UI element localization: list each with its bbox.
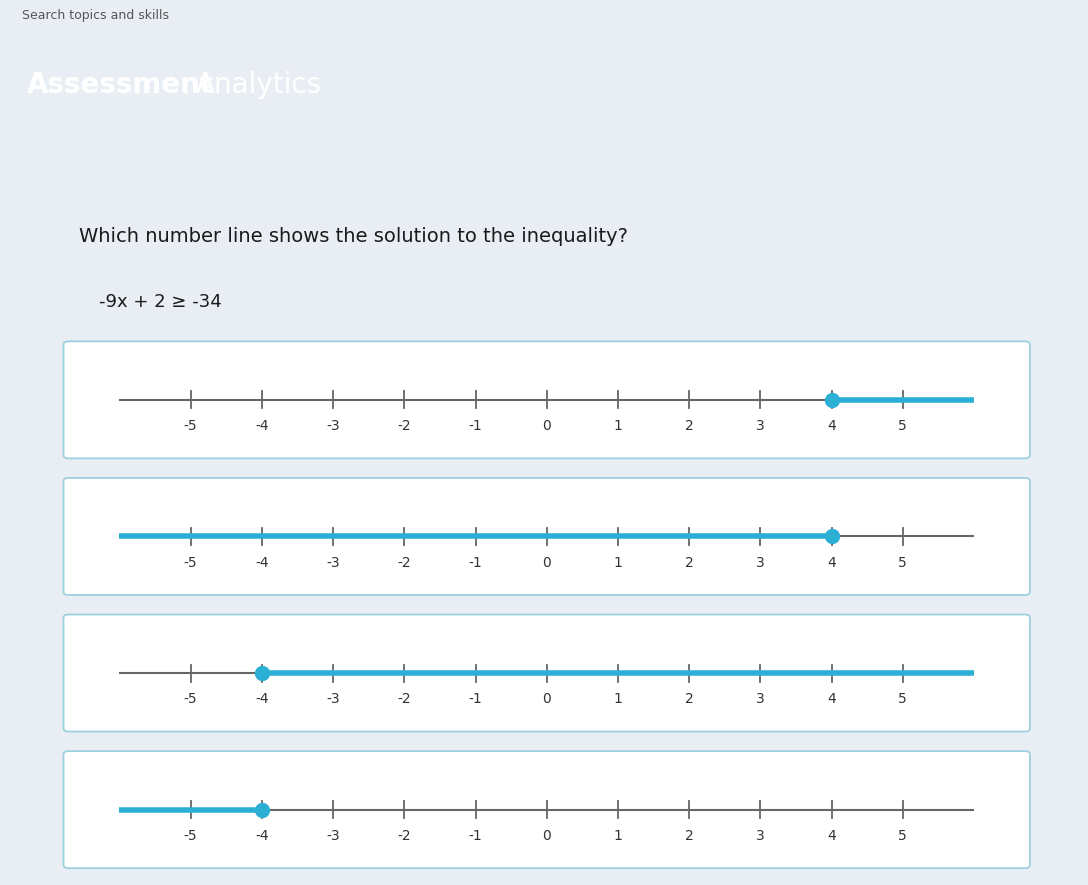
Text: 5: 5 [899, 419, 907, 433]
Text: -4: -4 [255, 556, 269, 570]
Text: -3: -3 [326, 556, 339, 570]
Text: 0: 0 [542, 419, 552, 433]
Text: -2: -2 [397, 419, 411, 433]
Text: 2: 2 [684, 556, 693, 570]
Text: 5: 5 [899, 556, 907, 570]
Point [254, 803, 271, 817]
Text: 1: 1 [614, 556, 622, 570]
Text: 1: 1 [614, 419, 622, 433]
Text: 1: 1 [614, 829, 622, 843]
FancyBboxPatch shape [63, 478, 1030, 595]
Text: -1: -1 [469, 829, 482, 843]
FancyBboxPatch shape [63, 342, 1030, 458]
FancyBboxPatch shape [63, 751, 1030, 868]
Text: -2: -2 [397, 692, 411, 706]
Text: 2: 2 [684, 419, 693, 433]
Text: 1: 1 [614, 692, 622, 706]
Text: 3: 3 [756, 829, 765, 843]
Text: 0: 0 [542, 829, 552, 843]
Text: 2: 2 [684, 829, 693, 843]
Text: 0: 0 [542, 692, 552, 706]
Text: 4: 4 [827, 556, 836, 570]
Point [254, 666, 271, 681]
Text: -1: -1 [469, 692, 482, 706]
Text: -5: -5 [184, 419, 198, 433]
Text: 3: 3 [756, 556, 765, 570]
Text: Assessment: Assessment [27, 71, 214, 98]
Text: -3: -3 [326, 692, 339, 706]
Text: 4: 4 [827, 419, 836, 433]
Text: -9x + 2 ≥ -34: -9x + 2 ≥ -34 [99, 293, 222, 311]
Text: -1: -1 [469, 419, 482, 433]
Text: 5: 5 [899, 829, 907, 843]
Text: -5: -5 [184, 692, 198, 706]
Text: -2: -2 [397, 829, 411, 843]
Text: 5: 5 [899, 692, 907, 706]
Text: -3: -3 [326, 829, 339, 843]
Text: -3: -3 [326, 419, 339, 433]
Point [823, 393, 840, 407]
Text: 3: 3 [756, 419, 765, 433]
FancyBboxPatch shape [63, 614, 1030, 732]
Point [823, 529, 840, 543]
Text: 2: 2 [684, 692, 693, 706]
Text: 0: 0 [542, 556, 552, 570]
Text: Which number line shows the solution to the inequality?: Which number line shows the solution to … [78, 227, 628, 247]
Text: -1: -1 [469, 556, 482, 570]
Text: -4: -4 [255, 829, 269, 843]
Text: -4: -4 [255, 419, 269, 433]
Text: 3: 3 [756, 692, 765, 706]
Text: -5: -5 [184, 556, 198, 570]
Text: -4: -4 [255, 692, 269, 706]
Text: 4: 4 [827, 692, 836, 706]
Text: Search topics and skills: Search topics and skills [22, 9, 169, 22]
Text: -5: -5 [184, 829, 198, 843]
Text: Analytics: Analytics [196, 71, 322, 98]
Text: 4: 4 [827, 829, 836, 843]
Text: -2: -2 [397, 556, 411, 570]
